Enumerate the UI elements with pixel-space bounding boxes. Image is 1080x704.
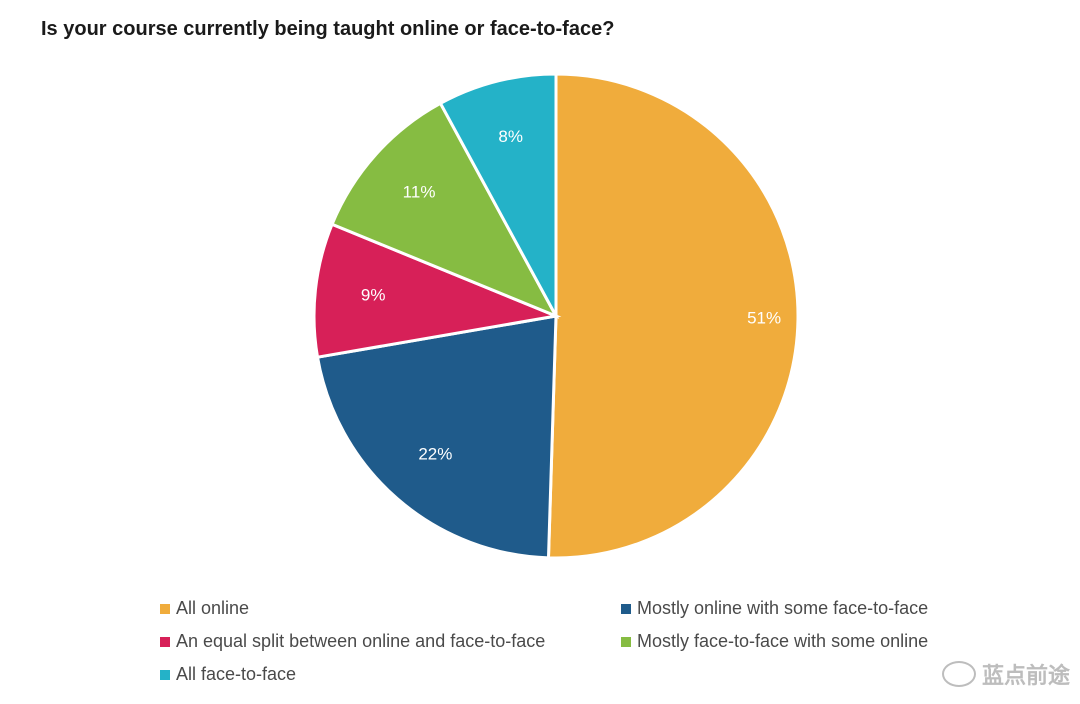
legend-swatch (160, 603, 170, 614)
pie-chart: 51% 22% 9% 11% 8% (312, 72, 800, 560)
legend-item: An equal split between online and face-t… (160, 631, 545, 652)
slice-label-1: 22% (418, 444, 452, 463)
pie-slice-3 (330, 101, 560, 319)
slice-label-3: 11% (403, 183, 436, 202)
slice-label-0: 51% (747, 309, 781, 328)
legend-swatch (160, 669, 170, 680)
legend-label: An equal split between online and face-t… (176, 631, 546, 651)
legend-item: All face-to-face (160, 664, 296, 685)
pie-slice-4 (438, 72, 558, 317)
legend-swatch (621, 636, 631, 647)
pie-slice-1 (315, 314, 558, 560)
weibo-icon (941, 661, 976, 687)
chart-title: Is your course currently being taught on… (41, 18, 615, 40)
legend-swatch (160, 636, 170, 647)
watermark: 蓝点前途 (941, 658, 1070, 690)
pie-slice-2 (312, 222, 562, 359)
legend-label: All face-to-face (176, 664, 297, 684)
pie-slice-0 (546, 72, 800, 560)
legend-swatch (621, 603, 631, 614)
legend-item: Mostly face-to-face with some online (621, 631, 928, 652)
legend-label: Mostly face-to-face with some online (637, 631, 929, 651)
slice-label-4: 8% (498, 127, 523, 146)
legend-item: All online (160, 598, 249, 619)
watermark-text: 蓝点前途 (981, 663, 1070, 688)
slice-label-2: 9% (361, 286, 386, 305)
legend-label: All online (176, 598, 250, 618)
legend-item: Mostly online with some face-to-face (621, 598, 928, 619)
legend-label: Mostly online with some face-to-face (637, 598, 929, 618)
